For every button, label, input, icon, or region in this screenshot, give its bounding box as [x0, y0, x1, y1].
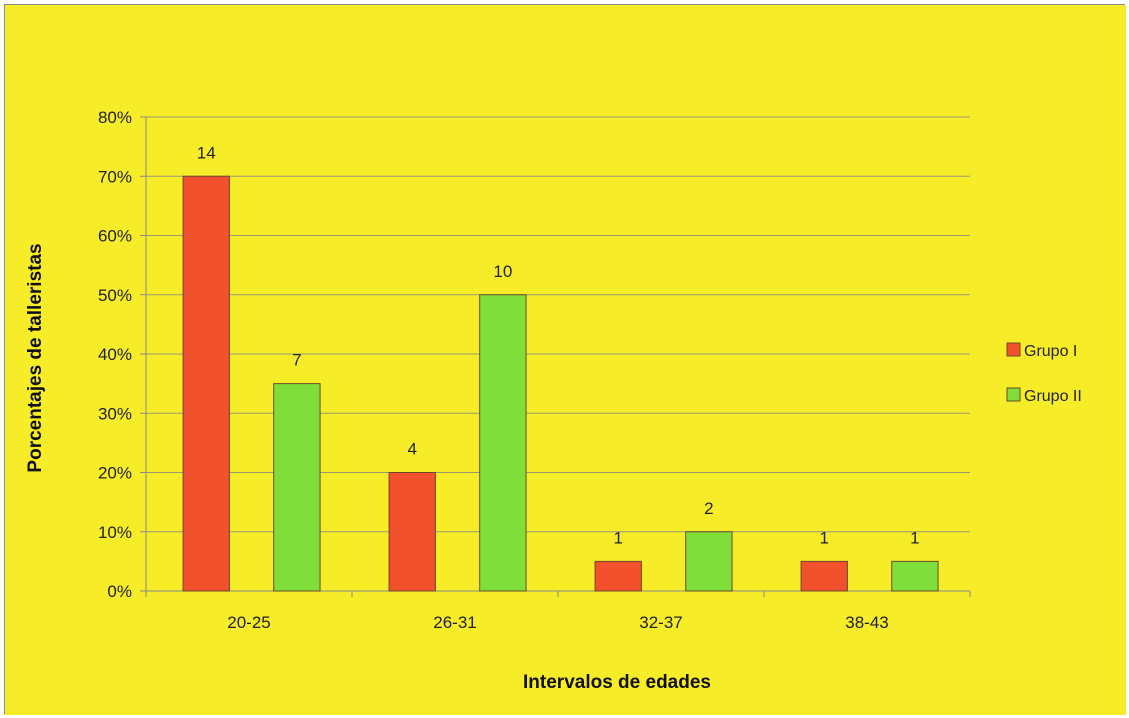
x-tick-label: 26-31 — [433, 613, 476, 632]
axes: 0% 10% 20% 30% 40% 50% 60% 70% 80% 20-25 26-31 32-3… — [98, 108, 971, 632]
y-tick-label: 10% — [98, 523, 132, 542]
data-label: 14 — [197, 143, 216, 162]
data-label: 2 — [704, 499, 713, 518]
legend-swatch — [1006, 387, 1021, 402]
bar-grupo-i — [594, 560, 642, 592]
legend-label: Grupo II — [1024, 388, 1082, 405]
y-tick-label: 40% — [98, 345, 132, 364]
data-label: 7 — [292, 351, 301, 370]
chart-frame: 0% 10% 20% 30% 40% 50% 60% 70% 80% 20-25 26-31 32-3… — [4, 4, 1126, 715]
bar-grupo-ii — [685, 531, 733, 592]
data-label: 1 — [614, 528, 623, 547]
x-tick-label: 32-37 — [639, 613, 682, 632]
x-tick-label: 20-25 — [227, 613, 270, 632]
legend-swatch — [1006, 342, 1021, 357]
data-label: 10 — [493, 262, 512, 281]
y-tick-label: 20% — [98, 464, 132, 483]
x-tick-label: 38-43 — [845, 613, 888, 632]
bars — [182, 175, 939, 592]
data-label: 1 — [910, 528, 919, 547]
y-tick-label: 70% — [98, 167, 132, 186]
data-label: 1 — [820, 528, 829, 547]
bar-grupo-i — [182, 175, 230, 592]
bar-grupo-ii — [479, 294, 527, 592]
y-tick-label: 60% — [98, 227, 132, 246]
bar-grupo-i — [388, 472, 436, 592]
bar-chart: 0% 10% 20% 30% 40% 50% 60% 70% 80% 20-25 26-31 32-3… — [5, 5, 1126, 715]
y-axis-title: Porcentajes de talleristas — [25, 243, 46, 472]
data-label: 4 — [408, 440, 417, 459]
x-axis-title: Intervalos de edades — [523, 672, 711, 693]
bar-grupo-ii — [891, 560, 939, 592]
y-tick-label: 50% — [98, 286, 132, 305]
y-tick-label: 30% — [98, 404, 132, 423]
legend: Grupo I Grupo II — [1006, 342, 1082, 405]
bar-grupo-ii — [273, 383, 321, 592]
bar-grupo-i — [800, 560, 848, 592]
y-tick-label: 0% — [107, 582, 132, 601]
y-tick-label: 80% — [98, 108, 132, 127]
data-labels: 14 4 1 1 7 10 2 1 — [197, 143, 920, 547]
chart-background — [5, 5, 1126, 715]
legend-label: Grupo I — [1024, 343, 1077, 360]
